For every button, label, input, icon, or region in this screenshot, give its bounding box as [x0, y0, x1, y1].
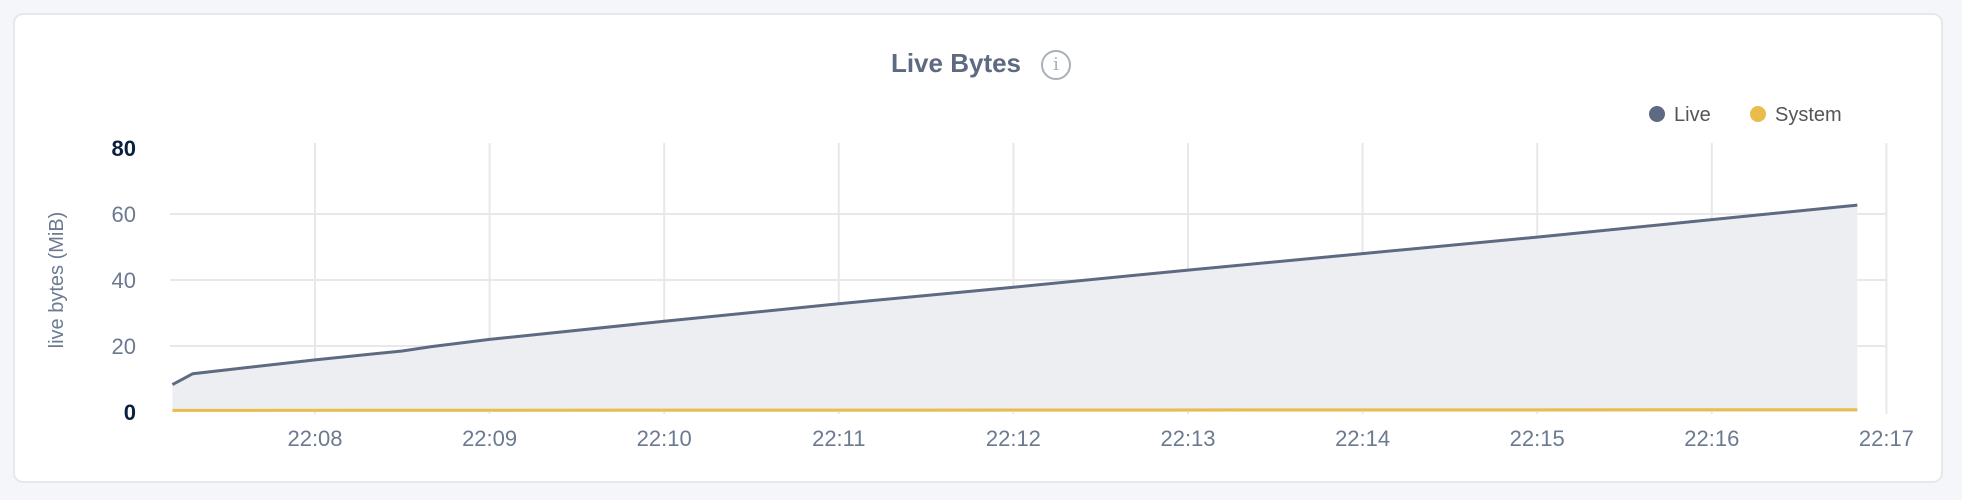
y-tick-label: 20 — [112, 334, 136, 359]
x-tick-label: 22:13 — [1160, 426, 1215, 451]
x-tick-label: 22:17 — [1859, 426, 1914, 451]
x-tick-label: 22:10 — [637, 426, 692, 451]
x-tick-label: 22:11 — [812, 426, 865, 451]
x-tick-label: 22:14 — [1335, 426, 1390, 451]
y-tick-label: 0 — [124, 400, 136, 425]
y-tick-label: 60 — [112, 202, 136, 227]
info-icon[interactable]: i — [1041, 50, 1072, 81]
x-tick-label: 22:12 — [986, 426, 1041, 451]
y-tick-label: 80 — [112, 136, 136, 161]
chart-title: Live Bytes i — [0, 48, 1962, 81]
series-area-live — [172, 205, 1858, 412]
legend-label-live: Live — [1674, 104, 1711, 126]
legend-marker-live — [1649, 106, 1665, 122]
x-tick-label: 22:16 — [1684, 426, 1739, 451]
x-tick-label: 22:09 — [462, 426, 517, 451]
chart-title-text: Live Bytes — [890, 48, 1022, 78]
y-axis-label: live bytes (MiB) — [46, 212, 68, 349]
x-tick-label: 22:15 — [1510, 426, 1565, 451]
legend-marker-system — [1750, 106, 1766, 122]
series-line-live — [171, 203, 1858, 386]
legend-label-system: System — [1775, 104, 1842, 126]
y-tick-label: 40 — [112, 268, 136, 293]
x-tick-label: 22:08 — [287, 426, 342, 451]
series-line-system — [172, 408, 1858, 412]
